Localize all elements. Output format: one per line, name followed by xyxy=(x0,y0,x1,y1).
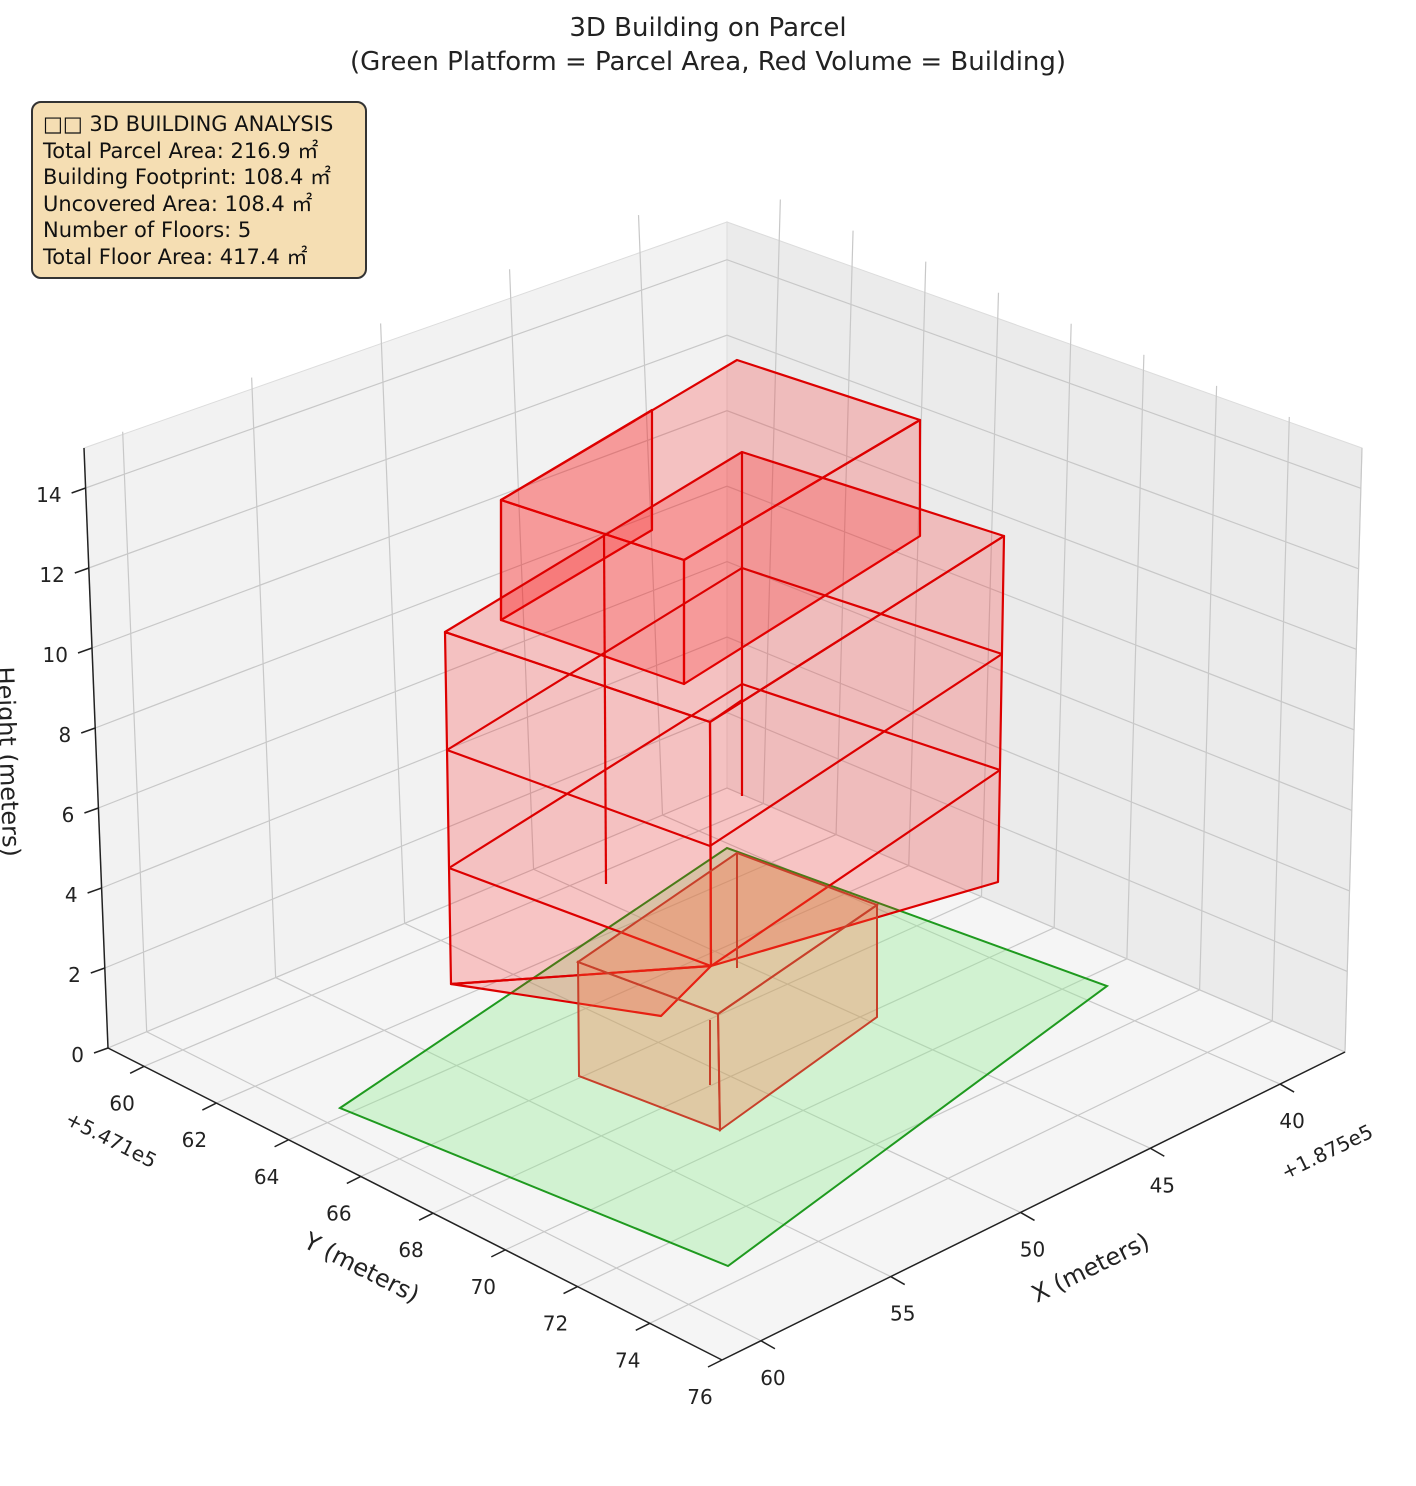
parcel-platform xyxy=(337,846,1110,1268)
info-line: Total Parcel Area: 216.9 ㎡ xyxy=(43,138,319,163)
y-tick-mark xyxy=(635,1322,651,1331)
y-tick-label: 66 xyxy=(326,1201,351,1225)
z-tick-label: 0 xyxy=(71,1043,84,1067)
z-tick-label: 6 xyxy=(62,803,75,827)
y-tick-label: 60 xyxy=(109,1091,134,1115)
z-tick-label: 8 xyxy=(58,723,71,747)
z-tick-label: 2 xyxy=(68,963,81,987)
y-grid-line xyxy=(649,416,1290,1324)
y-tick-mark xyxy=(418,1212,434,1221)
x-tick-mark xyxy=(1020,1211,1035,1222)
y-axis-line xyxy=(107,1047,723,1361)
z-tick-mark xyxy=(84,807,99,814)
floor-divider xyxy=(448,769,1001,968)
chart-subtitle: (Green Platform = Parcel Area, Red Volum… xyxy=(350,47,1066,77)
z-tick-mark xyxy=(93,1047,109,1054)
y-offset-label: +5.471e5 xyxy=(62,1107,161,1173)
floor-divider xyxy=(446,653,1003,848)
x-tick-mark xyxy=(890,1275,906,1286)
building-volume xyxy=(443,358,1006,1018)
y-tick-label: 76 xyxy=(687,1385,712,1409)
x-tick-label: 45 xyxy=(1150,1173,1175,1197)
ground-block xyxy=(575,851,880,1132)
z-grid-line xyxy=(101,636,1350,892)
y-grid-line xyxy=(360,292,1000,1178)
edge xyxy=(602,535,608,885)
x-tick-mark xyxy=(1149,1147,1165,1157)
z-grid-line xyxy=(107,787,1346,1053)
y-grid-line xyxy=(505,354,1145,1251)
z-grid-line xyxy=(88,334,1359,570)
y-tick-label: 68 xyxy=(398,1238,423,1262)
info-header: □□ 3D BUILDING ANALYSIS xyxy=(43,112,334,136)
y-tick-label: 70 xyxy=(471,1275,496,1299)
info-line: Number of Floors: 5 xyxy=(43,218,252,242)
info-line: Total Floor Area: 417.4 ㎡ xyxy=(43,244,308,269)
edge xyxy=(709,699,743,723)
z-tick-mark xyxy=(90,967,106,974)
z-grid-line xyxy=(94,485,1355,731)
z-tick-mark xyxy=(71,487,86,494)
y-tick-label: 64 xyxy=(254,1165,279,1189)
x-grid-line xyxy=(380,323,1021,1213)
z-tick-mark xyxy=(74,567,90,574)
z-axis-line xyxy=(83,447,109,1049)
x-grid-line xyxy=(508,269,1151,1149)
z-tick-mark xyxy=(80,727,96,734)
z-grid-line xyxy=(98,560,1353,811)
x-axis-label: X (meters) xyxy=(1027,1227,1154,1308)
main-block-face xyxy=(449,964,713,1018)
x-tick-mark xyxy=(1279,1083,1295,1093)
y-grid-line xyxy=(216,230,854,1104)
y-grid-line xyxy=(577,385,1218,1288)
upper-block-face xyxy=(499,408,654,622)
z-tick-label: 12 xyxy=(39,563,64,587)
y-tick-mark xyxy=(202,1102,217,1111)
y-tick-label: 74 xyxy=(615,1348,640,1372)
z-tick-mark xyxy=(87,887,102,894)
info-line: Building Footprint: 108.4 ㎡ xyxy=(43,165,332,189)
analysis-info-box: □□ 3D BUILDING ANALYSIS Total Parcel Are… xyxy=(31,101,367,279)
z-tick-label: 14 xyxy=(36,483,61,507)
x-grid-line xyxy=(251,377,891,1278)
y-tick-mark xyxy=(563,1285,578,1295)
z-tick-label: 10 xyxy=(43,643,68,667)
y-tick-mark xyxy=(129,1065,145,1075)
x-tick-label: 40 xyxy=(1279,1109,1304,1133)
z-grid-line xyxy=(85,259,1362,489)
y-tick-mark xyxy=(490,1249,506,1258)
ground-block-face xyxy=(716,903,878,1132)
y-tick-mark xyxy=(346,1175,362,1185)
x-tick-mark xyxy=(760,1340,776,1350)
y-tick-label: 72 xyxy=(543,1312,568,1336)
z-tick-label: 4 xyxy=(65,883,78,907)
z-tick-mark xyxy=(77,647,93,654)
x-axis-line xyxy=(721,1051,1346,1361)
x-tick-label: 60 xyxy=(760,1366,785,1390)
z-grid-line xyxy=(91,410,1357,650)
chart-title: 3D Building on Parcel xyxy=(569,13,846,43)
grid-lines xyxy=(85,199,1363,1361)
info-line: Uncovered Area: 108.4 ㎡ xyxy=(43,191,313,216)
y-tick-mark xyxy=(274,1139,289,1148)
x-grid-line xyxy=(637,215,1281,1085)
x-grid-line xyxy=(122,431,762,1342)
x-tick-label: 50 xyxy=(1020,1237,1045,1261)
y-grid-line xyxy=(432,323,1072,1214)
z-axis-label: Height (meters) xyxy=(0,666,25,857)
y-tick-label: 62 xyxy=(182,1128,207,1152)
main-block-face xyxy=(708,534,1006,968)
y-grid-line xyxy=(143,199,781,1067)
y-tick-mark xyxy=(707,1359,723,1368)
x-tick-label: 55 xyxy=(890,1302,915,1326)
